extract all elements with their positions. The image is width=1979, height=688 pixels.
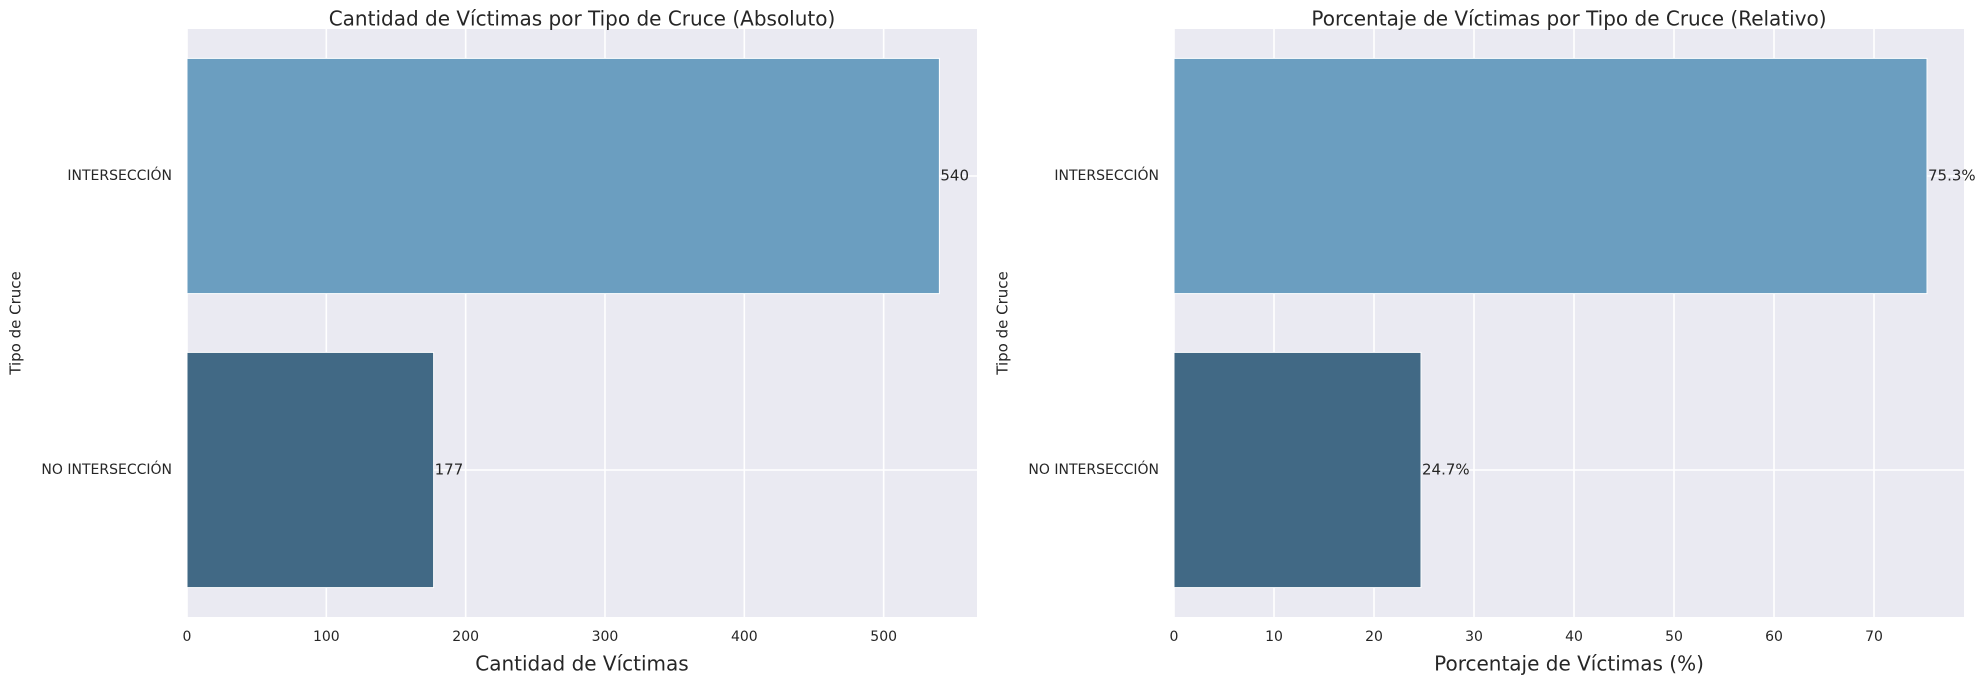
- x-tick-label: 200: [452, 629, 479, 645]
- category-label: NO INTERSECCIÓN: [1028, 460, 1159, 478]
- y-axis-label: Tipo de Cruce: [7, 271, 25, 375]
- x-tick-label: 400: [731, 629, 758, 645]
- x-tick-label: 10: [1265, 629, 1283, 645]
- x-tick-label: 30: [1465, 629, 1483, 645]
- x-tick-label: 300: [592, 629, 619, 645]
- bar: [186, 57, 940, 295]
- data-label: 540: [940, 167, 969, 185]
- chart-title: Porcentaje de Víctimas por Tipo de Cruce…: [1311, 7, 1826, 31]
- category-label: INTERSECCIÓN: [67, 166, 172, 184]
- x-tick-label: 60: [1765, 629, 1783, 645]
- bar: [1173, 351, 1422, 589]
- category-label: INTERSECCIÓN: [1054, 166, 1159, 184]
- x-tick-label: 40: [1565, 629, 1583, 645]
- x-tick-label: 500: [870, 629, 897, 645]
- data-label: 75.3%: [1928, 167, 1976, 185]
- x-tick-label: 20: [1365, 629, 1383, 645]
- x-tick-label: 0: [1170, 629, 1179, 645]
- chart-title: Cantidad de Víctimas por Tipo de Cruce (…: [329, 7, 836, 31]
- x-tick-label: 70: [1865, 629, 1883, 645]
- x-tick-label: 50: [1665, 629, 1683, 645]
- x-axis-label: Porcentaje de Víctimas (%): [1434, 652, 1704, 676]
- y-axis-label: Tipo de Cruce: [994, 271, 1012, 375]
- bar: [186, 351, 435, 589]
- chart-panel-2: 75.3% INTERSECCIÓN 24.7% NO INTERSECCIÓN 0 10…: [994, 7, 1976, 676]
- category-label: NO INTERSECCIÓN: [41, 460, 172, 478]
- data-label: 177: [435, 461, 464, 479]
- x-tick-label: 0: [183, 629, 192, 645]
- x-tick-label: 100: [313, 629, 340, 645]
- bar: [1173, 57, 1928, 295]
- data-label: 24.7%: [1422, 461, 1470, 479]
- x-axis-label: Cantidad de Víctimas: [475, 652, 688, 676]
- chart-panel-1: 540 INTERSECCIÓN 177 NO INTERSECCIÓN 0 100 200…: [7, 7, 977, 676]
